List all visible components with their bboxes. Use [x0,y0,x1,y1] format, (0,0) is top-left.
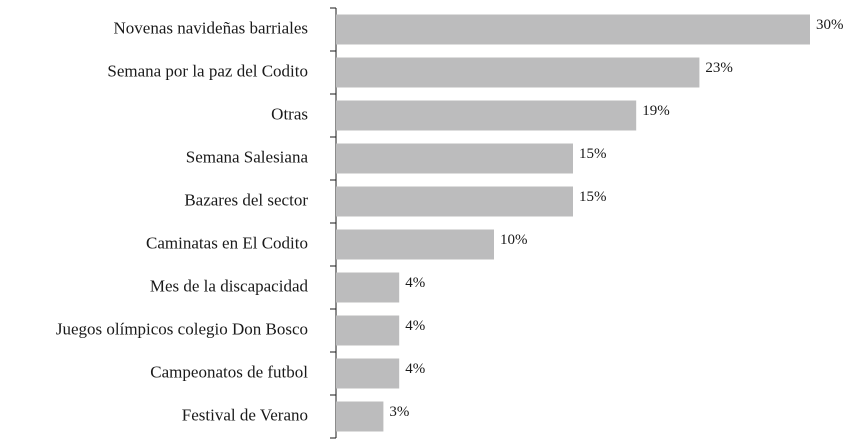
bar [336,57,700,88]
value-label: 4% [405,318,425,334]
bar [336,358,400,389]
bar [336,315,400,346]
category-label: Semana por la paz del Codito [107,61,308,80]
category-label: Semana Salesiana [186,147,309,166]
value-label: 4% [405,275,425,291]
bar [336,14,810,45]
category-label: Bazares del sector [184,190,308,209]
value-label: 30% [816,17,844,33]
bar [336,100,637,131]
value-label: 4% [405,361,425,377]
category-label: Campeonatos de futbol [150,362,308,381]
category-label: Festival de Verano [182,405,308,424]
category-label: Caminatas en El Codito [146,233,308,252]
bar [336,229,494,260]
value-label: 15% [579,146,607,162]
category-label: Otras [271,104,308,123]
value-label: 23% [705,60,733,76]
value-label: 10% [500,232,528,248]
category-label: Juegos olímpicos colegio Don Bosco [56,319,308,338]
category-label: Mes de la discapacidad [150,276,309,295]
value-label: 3% [389,404,409,420]
bar [336,272,400,303]
bar [336,143,573,174]
bar [336,186,573,217]
value-label: 15% [579,189,607,205]
value-label: 19% [642,103,670,119]
category-label: Novenas navideñas barriales [114,18,308,37]
bar [336,401,384,432]
